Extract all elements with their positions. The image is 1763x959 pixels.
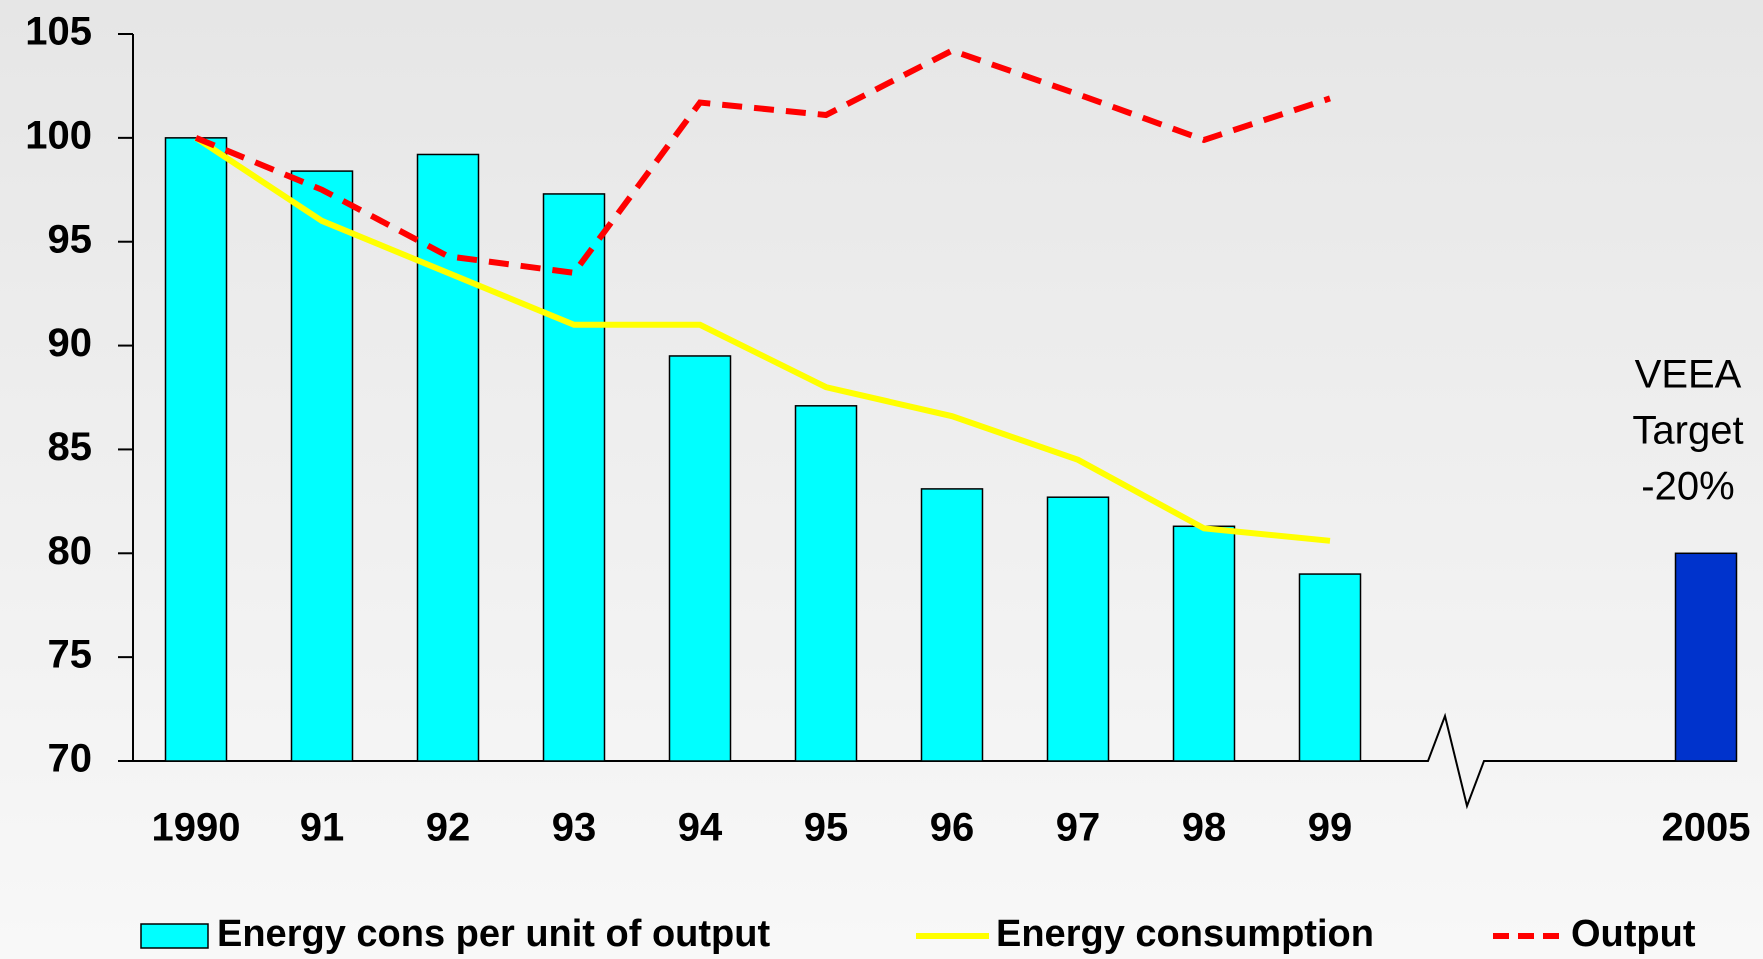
y-tick-label: 80 xyxy=(48,529,93,573)
x-tick-label: 2005 xyxy=(1662,806,1751,850)
y-tick-label: 105 xyxy=(25,10,92,54)
x-tick-label: 1990 xyxy=(152,806,241,850)
y-tick-label: 75 xyxy=(48,633,93,677)
bar xyxy=(668,355,732,762)
bar xyxy=(1298,573,1362,762)
bar xyxy=(542,193,606,762)
y-tick-label: 85 xyxy=(48,425,93,469)
x-tick-label: 93 xyxy=(552,806,597,850)
x-tick-label: 92 xyxy=(426,806,471,850)
x-tick-label: 99 xyxy=(1308,806,1353,850)
y-tick-label: 100 xyxy=(25,113,92,157)
legend-label: Energy cons per unit of output xyxy=(217,913,770,955)
annotation: VEEA xyxy=(1635,353,1742,397)
line-series xyxy=(194,47,1331,277)
legend-label: Output xyxy=(1571,913,1696,955)
annotation: -20% xyxy=(1641,465,1734,509)
bar xyxy=(1172,525,1236,762)
y-tick-label: 90 xyxy=(48,321,93,365)
legend-swatch xyxy=(140,923,209,949)
bar xyxy=(290,170,354,762)
x-tick-label: 97 xyxy=(1056,806,1101,850)
x-tick-label: 95 xyxy=(804,806,849,850)
bar xyxy=(416,153,480,762)
annotation: Target xyxy=(1632,409,1743,453)
x-tick-label: 91 xyxy=(300,806,345,850)
y-tick-label: 70 xyxy=(48,737,93,781)
bar xyxy=(1046,496,1110,762)
bar xyxy=(164,137,228,762)
y-tick-label: 95 xyxy=(48,217,93,261)
x-tick-label: 94 xyxy=(678,806,723,850)
x-tick-label: 96 xyxy=(930,806,975,850)
x-tick-label: 98 xyxy=(1182,806,1227,850)
bar xyxy=(920,488,984,762)
line-series xyxy=(194,135,1331,544)
bar xyxy=(1674,552,1738,762)
bar xyxy=(794,405,858,762)
legend-label: Energy consumption xyxy=(996,913,1374,955)
